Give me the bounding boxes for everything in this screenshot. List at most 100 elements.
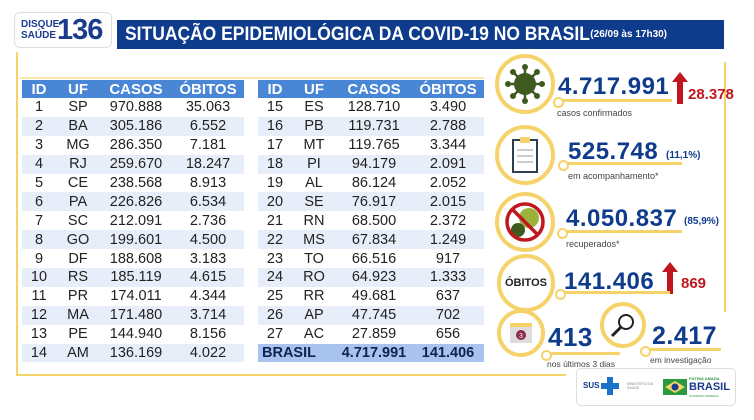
table-cell: 3.714 — [172, 305, 244, 325]
logo-line2: SAÚDE — [21, 30, 57, 41]
table-cell: 12 — [22, 305, 56, 325]
table-cell: 3.344 — [429, 137, 467, 154]
confirmed-increase: 28.378 — [688, 86, 734, 103]
table-cell: 188.608 — [109, 250, 163, 267]
table-cell: 2.091 — [412, 154, 484, 174]
table-cell: 13 — [30, 326, 48, 343]
table-cell: GO — [56, 230, 100, 250]
clipboard-icon — [495, 125, 555, 185]
table-cell: 6.534 — [172, 192, 244, 212]
table-row: 11 PR 174.011 4.344 — [22, 287, 244, 306]
table-cell: TO — [304, 250, 324, 267]
table-cell: 4.615 — [172, 268, 244, 287]
table-cell: AP — [292, 305, 336, 325]
table-cell: 27.859 — [351, 326, 397, 343]
table-cell: 185.119 — [100, 268, 172, 287]
arrow-up-icon — [662, 262, 678, 294]
total-casos: 4.717.991 — [336, 343, 412, 363]
table-row: 24 RO 64.923 1.333 — [258, 268, 484, 287]
table-cell: 86.124 — [351, 175, 397, 191]
logo-number: 136 — [57, 14, 103, 46]
table-cell: RR — [303, 288, 325, 305]
deaths-badge: ÓBITOS — [497, 254, 555, 312]
brasil-flag-icon — [663, 379, 687, 395]
table-cell: SP — [68, 99, 88, 116]
table-cell: 199.601 — [100, 230, 172, 250]
deaths-increase: 869 — [681, 275, 707, 292]
sus-text: SUS — [583, 381, 600, 390]
table-cell: 171.480 — [100, 305, 172, 325]
table-cell: 970.888 — [109, 99, 163, 116]
table-cell: 2 — [22, 116, 56, 136]
table-row: 25 RR 49.681 637 — [258, 287, 484, 306]
table-cell: AC — [303, 326, 325, 343]
table-row: 8 GO 199.601 4.500 — [22, 230, 244, 250]
table-cell: 18 — [258, 154, 292, 174]
table-cell: 3 — [34, 137, 44, 154]
table-row: 9 DF 188.608 3.183 — [22, 249, 244, 268]
total-row: BRASIL 4.717.991 141.406 — [258, 343, 484, 363]
recent-label: nos últimos 3 dias — [547, 359, 616, 369]
column-header: UF — [56, 80, 100, 98]
table-cell: AM — [56, 343, 100, 363]
brasil-text: BRASIL — [689, 381, 730, 393]
ministry-text: MINISTÉRIO DA SAÚDE — [627, 382, 654, 390]
table-cell: PI — [292, 154, 336, 174]
table-cell: 119.731 — [336, 116, 412, 136]
table-row: 1 SP 970.888 35.063 — [22, 98, 244, 117]
table-cell: 4.344 — [189, 288, 227, 305]
disque-saude-logo: DISQUE SAÚDE 136 — [14, 12, 112, 48]
table-cell: 212.091 — [109, 212, 163, 229]
table-row: 23 TO 66.516 917 — [258, 249, 484, 268]
column-header: ÓBITOS — [172, 80, 244, 98]
table-cell: PR — [67, 288, 89, 305]
table-cell: 174.011 — [110, 288, 162, 305]
virus-icon — [495, 54, 555, 114]
table-cell: 25 — [266, 288, 284, 305]
table-cell: 23 — [266, 250, 284, 267]
states-table-right: ID UF CASOS ÓBITOS 15 ES 128.710 3.490 16 PB 119.7… — [258, 80, 484, 363]
table-cell: MT — [303, 137, 325, 154]
government-logos: SUS MINISTÉRIO DA SAÚDE PÁTRIA AMADA BRA… — [576, 368, 736, 406]
table-cell: BA — [56, 116, 100, 136]
table-cell: 917 — [435, 250, 461, 267]
table-cell: 6.552 — [172, 116, 244, 136]
table-cell: RJ — [56, 154, 100, 174]
svg-text:3: 3 — [519, 333, 523, 340]
table-cell: 144.940 — [109, 326, 163, 343]
table-cell: 26 — [258, 305, 292, 325]
recovered-label: recuperados* — [566, 239, 620, 249]
table-cell: 2.052 — [429, 175, 467, 191]
table-cell: 5 — [34, 175, 44, 191]
monitoring-label: em acompanhamento* — [568, 171, 659, 181]
confirmed-label: casos confirmados — [557, 108, 633, 118]
table-cell: 1.333 — [412, 268, 484, 287]
column-header: CASOS — [336, 80, 412, 98]
table-cell: 47.745 — [336, 305, 412, 325]
table-row: 26 AP 47.745 702 — [258, 305, 484, 325]
table-cell: 2.372 — [429, 212, 467, 229]
table-cell: MG — [66, 137, 90, 154]
table-row: 17 MT 119.765 3.344 — [258, 136, 484, 155]
table-row: 2 BA 305.186 6.552 — [22, 116, 244, 136]
table-cell: 1 — [34, 99, 44, 116]
table-cell: 136.169 — [100, 343, 172, 363]
table-cell: 7.181 — [189, 137, 227, 154]
table-row: 20 SE 76.917 2.015 — [258, 192, 484, 212]
column-header: ID — [22, 80, 56, 98]
table-cell: 21 — [266, 212, 284, 229]
total-obitos: 141.406 — [412, 343, 484, 363]
table-cell: 68.500 — [351, 212, 397, 229]
table-row: 13 PE 144.940 8.156 — [22, 325, 244, 344]
table-cell: 8.913 — [189, 175, 227, 191]
table-row: 5 CE 238.568 8.913 — [22, 174, 244, 193]
frame-left — [16, 52, 18, 376]
table-cell: 17 — [266, 137, 284, 154]
recovered-percent: (85,9%) — [684, 216, 720, 227]
table-cell: 11 — [31, 288, 47, 305]
table-cell: SC — [67, 212, 89, 229]
table-cell: RO — [292, 268, 336, 287]
no-virus-icon — [495, 192, 555, 252]
table-cell: CE — [67, 175, 89, 191]
table-cell: 119.765 — [348, 137, 400, 154]
